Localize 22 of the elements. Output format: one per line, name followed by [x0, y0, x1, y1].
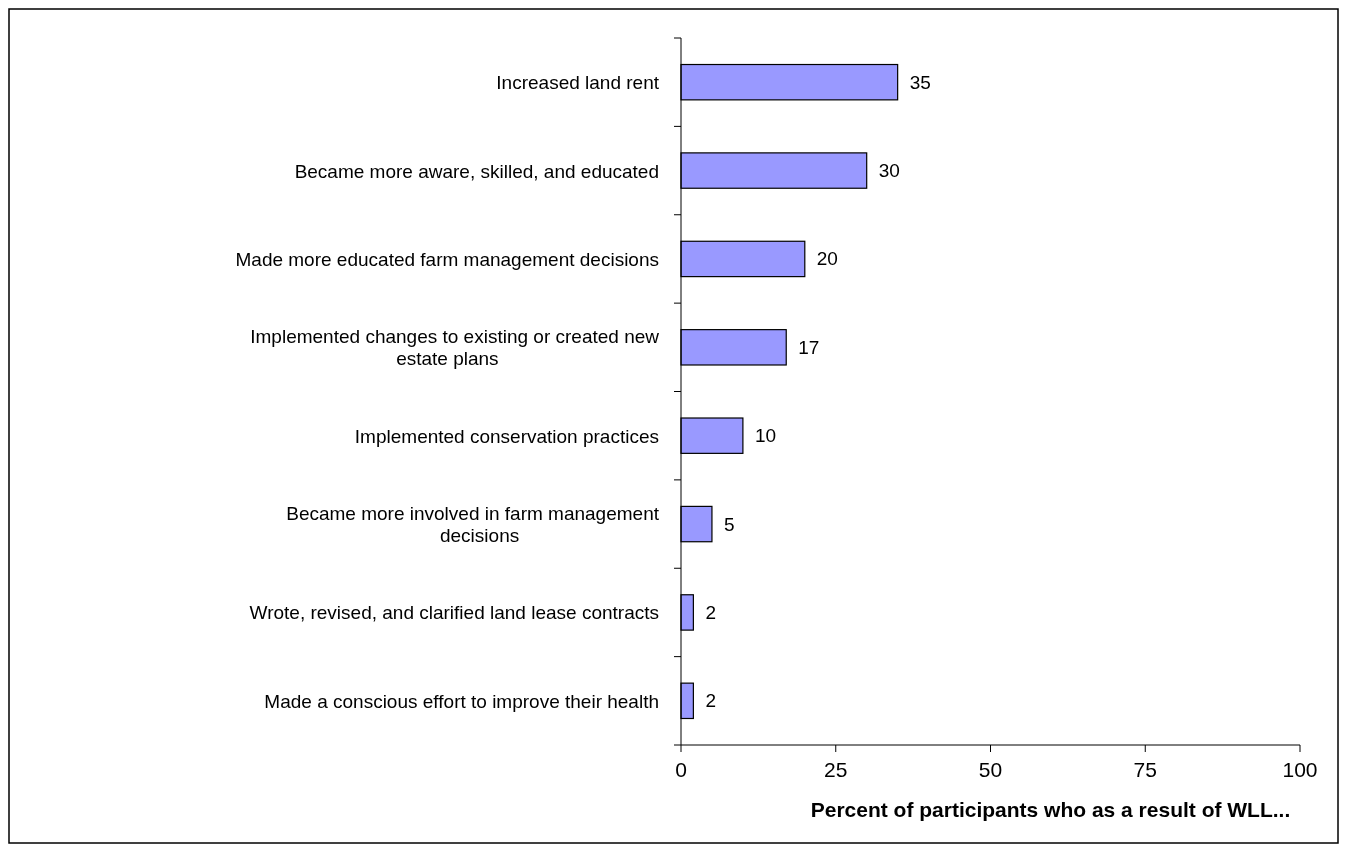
x-tick-label: 100 — [1282, 758, 1318, 781]
y-tick-label: Became more aware, skilled, and educated — [294, 160, 659, 182]
y-tick-label: Made more educated farm management decisions — [235, 248, 659, 270]
x-tick-label: 75 — [1133, 758, 1157, 781]
data-label: 2 — [705, 601, 716, 623]
y-tick-label: Became more involved in farm management decisions — [286, 502, 660, 546]
y-tick-label: Implemented changes to existing or created new estate plans — [250, 325, 660, 369]
data-label: 2 — [705, 690, 716, 712]
x-tick-label: 0 — [675, 758, 687, 781]
data-label: 5 — [723, 513, 735, 535]
y-tick-label: Increased land rent — [496, 71, 660, 93]
data-label: 20 — [816, 248, 838, 270]
x-tick-label: 50 — [978, 758, 1003, 781]
y-tick-label: Implemented conservation practices — [354, 425, 659, 447]
data-label: 17 — [798, 336, 820, 358]
y-tick-label: Wrote, revised, and clarified land lease contracts — [249, 601, 659, 623]
data-label: 30 — [878, 160, 900, 182]
x-axis-title: Percent of participants who as a result of WLL... — [810, 798, 1291, 821]
data-label: 10 — [754, 425, 777, 447]
x-tick-label: 25 — [824, 758, 848, 781]
data-label: 35 — [909, 71, 931, 93]
y-tick-label: Made a conscious effort to improve their health — [264, 690, 659, 712]
